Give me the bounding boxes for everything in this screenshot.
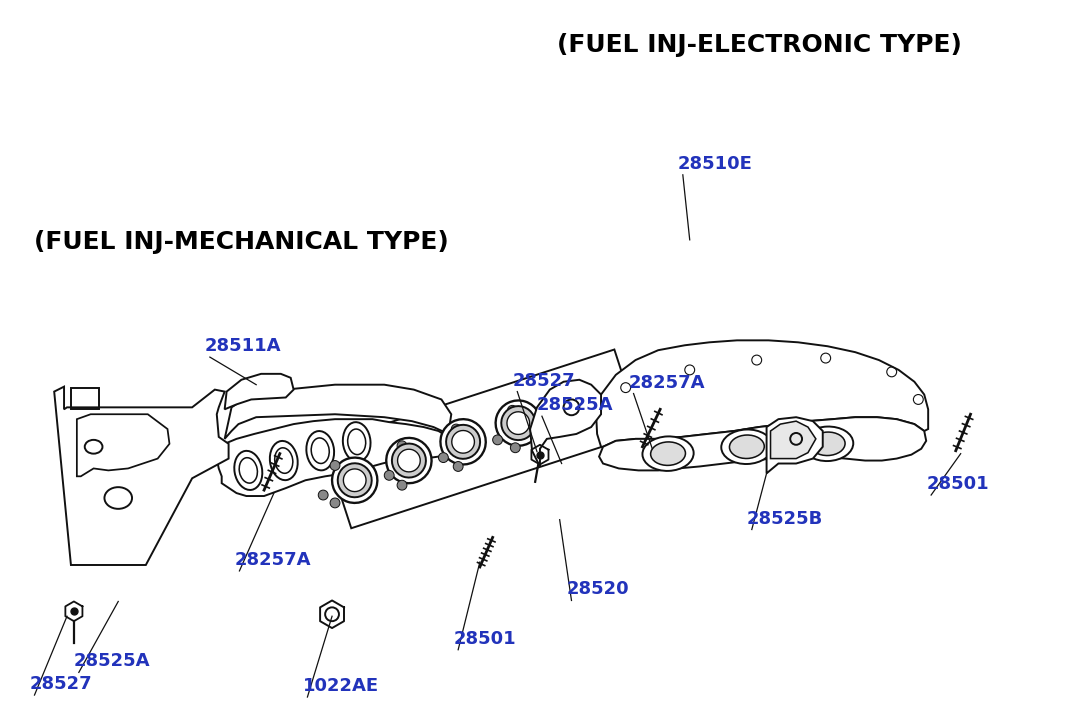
Circle shape [493,435,503,445]
Circle shape [559,393,569,403]
Ellipse shape [270,441,298,480]
Polygon shape [766,417,823,473]
Text: 28510E: 28510E [678,155,753,173]
Text: 1022AE: 1022AE [302,677,379,695]
Ellipse shape [651,442,685,465]
Ellipse shape [810,432,845,456]
Circle shape [330,498,340,508]
Circle shape [397,441,407,451]
Ellipse shape [721,430,773,464]
Ellipse shape [235,451,262,490]
Circle shape [384,470,394,481]
Circle shape [453,462,463,471]
Circle shape [557,426,567,436]
Ellipse shape [451,430,475,453]
Ellipse shape [398,449,420,472]
Polygon shape [225,374,293,409]
Text: 28525A: 28525A [537,396,614,414]
Ellipse shape [642,436,694,471]
Ellipse shape [802,427,854,461]
Ellipse shape [441,419,485,465]
Polygon shape [770,421,816,459]
Text: (FUEL INJ-MECHANICAL TYPE): (FUEL INJ-MECHANICAL TYPE) [34,230,449,254]
Polygon shape [530,379,601,467]
Ellipse shape [501,406,536,440]
Polygon shape [324,350,641,529]
Text: 28525B: 28525B [747,510,823,528]
Circle shape [508,406,517,415]
Text: 28527: 28527 [30,675,92,693]
Polygon shape [596,340,928,447]
Ellipse shape [386,438,431,483]
Ellipse shape [392,443,426,478]
Ellipse shape [507,411,529,435]
Circle shape [510,443,521,453]
Ellipse shape [495,401,541,446]
Text: 28527: 28527 [512,371,575,390]
Circle shape [318,490,329,500]
Circle shape [451,424,461,434]
Text: 28511A: 28511A [205,337,282,355]
Circle shape [439,453,448,462]
Circle shape [330,460,340,470]
Ellipse shape [446,425,480,459]
Ellipse shape [344,469,366,491]
Ellipse shape [343,422,370,462]
Ellipse shape [730,435,764,459]
Text: 28257A: 28257A [235,551,310,569]
Polygon shape [225,385,451,439]
Polygon shape [54,387,228,565]
Text: 28501: 28501 [453,630,515,648]
Text: 28257A: 28257A [628,374,705,392]
Circle shape [544,422,554,432]
Ellipse shape [338,463,371,497]
Ellipse shape [332,457,378,503]
Text: 28525A: 28525A [74,652,150,670]
Ellipse shape [306,431,334,470]
Circle shape [397,481,407,490]
Text: 28520: 28520 [567,580,630,598]
Polygon shape [217,419,451,496]
Text: 28501: 28501 [926,475,989,493]
Polygon shape [599,417,926,470]
Text: (FUEL INJ-ELECTRONIC TYPE): (FUEL INJ-ELECTRONIC TYPE) [557,33,961,57]
